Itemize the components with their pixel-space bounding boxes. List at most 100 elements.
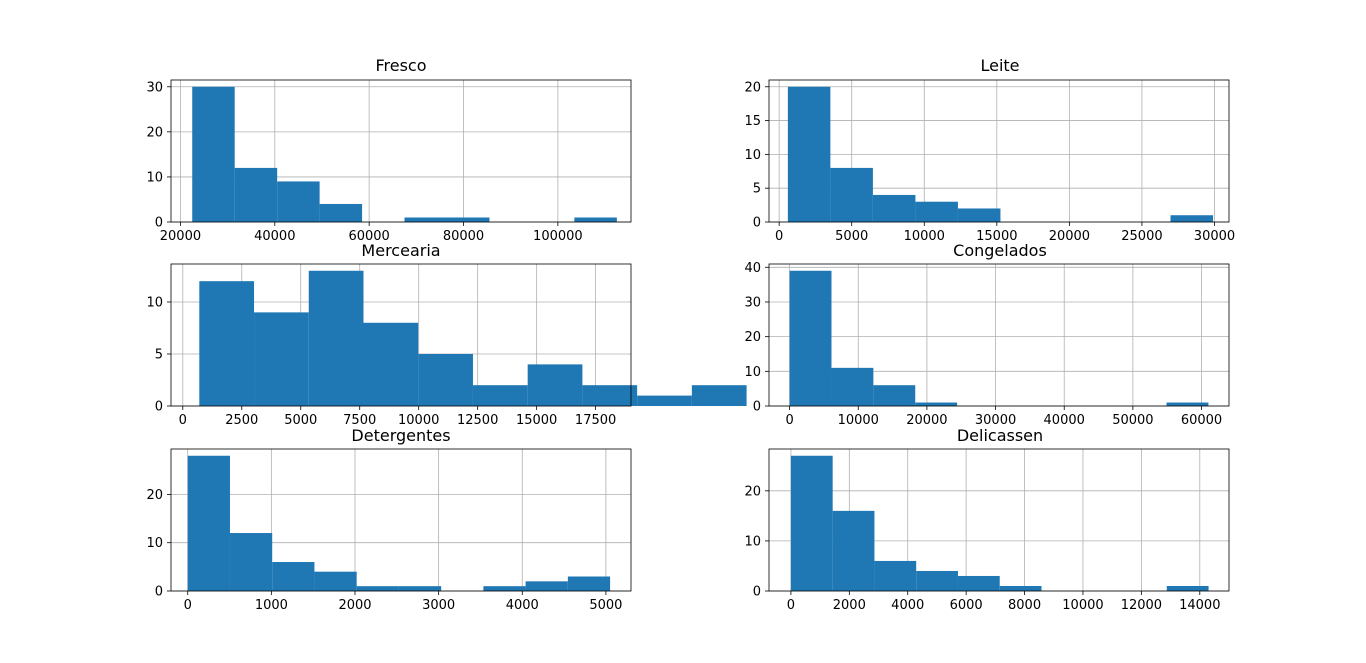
subplot-title: Congelados <box>953 241 1047 260</box>
histogram-bar <box>272 562 315 591</box>
x-tick-label: 10000 <box>838 413 879 428</box>
x-tick-label: 12500 <box>457 413 498 428</box>
histogram-bar <box>527 364 583 406</box>
x-tick-label: 2000 <box>338 598 371 613</box>
subplot-leite: 0 5000 10000 15000 20000 25000 30000 0 5 10 15 20 Le… <box>744 56 1235 244</box>
subplot-detergentes: 0 1000 2000 3000 4000 5000 0 10 20 Detergentes <box>146 426 632 613</box>
y-tick-label: 0 <box>753 585 761 600</box>
histogram-bar <box>999 585 1042 591</box>
y-tick-label: 10 <box>146 295 163 310</box>
histogram-bar <box>314 571 357 591</box>
y-tick-label: 10 <box>146 170 163 185</box>
y-tick-label: 0 <box>155 400 163 415</box>
y-tick-label: 10 <box>146 536 163 551</box>
y-tick-label: 10 <box>744 534 761 549</box>
histogram-bar <box>254 312 309 406</box>
histogram-bar <box>1166 402 1209 406</box>
x-tick-label: 10000 <box>1062 598 1103 613</box>
histogram-bar <box>525 581 568 591</box>
histogram-bar <box>234 167 278 222</box>
x-tick-label: 40000 <box>1044 413 1085 428</box>
histogram-bar <box>957 208 1001 222</box>
histogram-bar <box>319 203 363 222</box>
histogram-bar <box>398 586 442 591</box>
y-tick-label: 40 <box>744 261 761 276</box>
histogram-bar <box>363 322 419 406</box>
histogram-bar <box>1170 215 1214 222</box>
histogram-bar <box>404 217 447 222</box>
x-tick-label: 17500 <box>575 413 616 428</box>
histogram-bar <box>874 560 917 591</box>
y-tick-label: 30 <box>146 80 163 95</box>
x-tick-label: 3000 <box>422 598 455 613</box>
histogram-bar <box>192 86 235 222</box>
x-tick-label: 50000 <box>1112 413 1153 428</box>
histogram-bar <box>574 217 617 222</box>
histogram-bar <box>277 181 320 222</box>
x-tick-label: 10000 <box>904 229 945 244</box>
histogram-bar <box>957 575 1000 591</box>
x-tick-label: 14000 <box>1179 598 1220 613</box>
x-tick-label: 6000 <box>950 598 983 613</box>
x-tick-label: 0 <box>775 229 783 244</box>
subplot-title: Mercearia <box>361 241 440 260</box>
histogram-bar <box>915 201 958 222</box>
x-tick-label: 0 <box>787 598 795 613</box>
histogram-bar <box>472 385 528 406</box>
y-tick-label: 20 <box>744 330 761 345</box>
x-tick-label: 4000 <box>506 598 539 613</box>
histogram-bar <box>483 586 526 591</box>
x-tick-label: 20000 <box>1049 229 1090 244</box>
x-tick-label: 2000 <box>833 598 866 613</box>
histogram-bar <box>872 194 916 222</box>
histogram-bar <box>308 270 364 406</box>
histogram-bar <box>830 167 873 222</box>
x-tick-label: 30000 <box>1194 229 1235 244</box>
histogram-bar <box>1166 585 1209 591</box>
y-tick-label: 10 <box>744 365 761 380</box>
histogram-bar <box>637 395 692 406</box>
histogram-bar <box>916 570 958 591</box>
x-tick-label: 30000 <box>975 413 1016 428</box>
x-tick-label: 12000 <box>1121 598 1162 613</box>
x-tick-label: 5000 <box>284 413 317 428</box>
x-tick-label: 0 <box>184 598 192 613</box>
y-tick-label: 20 <box>744 484 761 499</box>
histogram-bar <box>582 385 638 406</box>
histogram-bar <box>418 353 473 406</box>
x-tick-label: 2500 <box>225 413 258 428</box>
x-tick-label: 7500 <box>343 413 376 428</box>
x-tick-label: 1000 <box>255 598 288 613</box>
histogram-bar <box>356 586 399 591</box>
x-tick-label: 5000 <box>589 598 622 613</box>
x-tick-label: 15000 <box>516 413 557 428</box>
x-tick-label: 8000 <box>1008 598 1041 613</box>
x-tick-label: 20000 <box>160 229 201 244</box>
x-tick-label: 4000 <box>891 598 924 613</box>
histogram-bar <box>691 385 747 406</box>
y-tick-label: 0 <box>155 585 163 600</box>
subplot-congelados: 0 10000 20000 30000 40000 50000 60000 0 10 20 30 40… <box>744 241 1230 428</box>
y-tick-label: 5 <box>753 182 761 197</box>
subplot-title: Detergentes <box>351 426 450 445</box>
x-tick-label: 15000 <box>976 229 1017 244</box>
x-tick-label: 60000 <box>348 229 389 244</box>
y-tick-label: 20 <box>146 488 163 503</box>
histogram-bar <box>229 533 273 591</box>
subplot-mercearia: 0 2500 5000 7500 10000 12500 15000 17500 0 5 10 Mer… <box>146 241 747 428</box>
y-tick-label: 15 <box>744 114 761 129</box>
axes-frame <box>170 79 632 223</box>
histogram-bar <box>789 270 832 406</box>
histogram-bar <box>831 367 874 406</box>
histogram-bar <box>790 455 833 591</box>
histogram-bar <box>832 510 875 591</box>
subplot-title: Fresco <box>375 56 426 75</box>
subplot-title: Leite <box>980 56 1019 75</box>
y-tick-label: 10 <box>744 148 761 163</box>
axes-frame <box>768 448 1230 592</box>
x-tick-label: 80000 <box>443 229 484 244</box>
axes-frame <box>768 79 1230 223</box>
y-tick-label: 0 <box>155 216 163 231</box>
y-tick-label: 20 <box>146 125 163 140</box>
